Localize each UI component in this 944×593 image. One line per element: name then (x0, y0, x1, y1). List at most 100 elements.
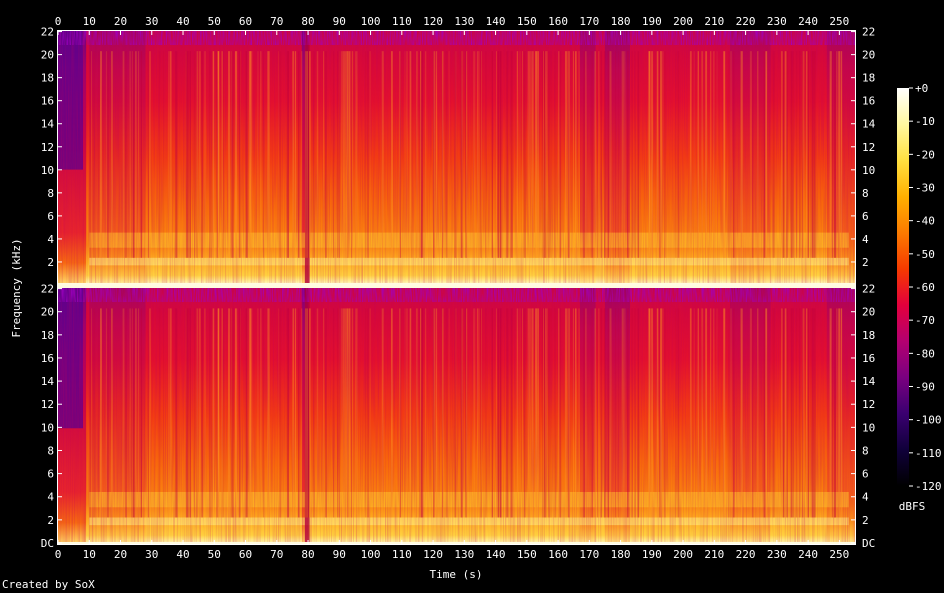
x-tick-label-top: 130 (454, 15, 474, 28)
colorbar: +0 -10 -20 -30 -40 -50 -60 -70 -80 -90 -100 -110 -12… (897, 82, 942, 513)
y-tick-label-right: 16 (862, 352, 875, 365)
y-tick-label-right: 8 (862, 444, 869, 457)
y-tick-label-left: 14 (41, 118, 55, 131)
x-tick-label-top: 50 (208, 15, 221, 28)
y-tick-label-right: 12 (862, 398, 875, 411)
x-tick-label-top: 160 (548, 15, 568, 28)
x-tick-label-top: 200 (673, 15, 693, 28)
y-tick-label-right: 2 (862, 256, 869, 269)
y-tick-label-right: 22 (862, 26, 875, 39)
plot-frame (57, 30, 856, 545)
colorbar-tick-label: -20 (915, 148, 935, 161)
x-tick-label-bottom: 80 (301, 548, 314, 561)
y-tick-label-right: DC (862, 537, 875, 550)
y-tick-label-left: DC (41, 537, 54, 550)
x-tick-label-top: 170 (579, 15, 599, 28)
x-tick-label-bottom: 70 (270, 548, 283, 561)
x-tick-label-top: 10 (83, 15, 96, 28)
x-tick-label-top: 190 (642, 15, 662, 28)
channel-separator-dc-band (58, 283, 855, 288)
x-tick-label-top: 80 (301, 15, 314, 28)
y-tick-label-right: 12 (862, 141, 875, 154)
x-tick-label-top: 70 (270, 15, 283, 28)
x-tick-label-top: 110 (392, 15, 412, 28)
x-tick-label-top: 0 (55, 15, 62, 28)
y-tick-label-right: 16 (862, 95, 875, 108)
y-tick-label-right: 6 (862, 468, 869, 481)
x-tick-label-bottom: 170 (579, 548, 599, 561)
x-tick-label-bottom: 110 (392, 548, 412, 561)
x-tick-label-bottom: 50 (208, 548, 221, 561)
y-tick-label-right: 6 (862, 210, 869, 223)
y-tick-label-right: 10 (862, 421, 875, 434)
x-tick-label-top: 140 (486, 15, 506, 28)
x-tick-label-top: 220 (736, 15, 756, 28)
y-tick-label-left: 16 (41, 352, 54, 365)
y-tick-label-left: 12 (41, 141, 54, 154)
x-tick-label-top: 230 (767, 15, 787, 28)
y-tick-label-right: 22 (862, 283, 875, 296)
colorbar-tick-label: -70 (915, 314, 935, 327)
credit-text: Created by SoX (2, 578, 95, 591)
colorbar-tick-label: -40 (915, 215, 935, 228)
y-tick-label-left: 6 (47, 210, 54, 223)
y-tick-label-left: 16 (41, 95, 54, 108)
x-tick-label-top: 30 (145, 15, 158, 28)
colorbar-tick-label: -80 (915, 347, 935, 360)
y-tick-label-right: 14 (862, 375, 876, 388)
x-tick-label-bottom: 20 (114, 548, 127, 561)
colorbar-tick-label: -100 (915, 414, 942, 427)
x-tick-label-bottom: 0 (55, 548, 62, 561)
y-tick-label-left: 6 (47, 468, 54, 481)
x-tick-label-top: 90 (333, 15, 346, 28)
x-tick-label-bottom: 220 (736, 548, 756, 561)
dc-band-bottom (58, 542, 855, 544)
spectrogram-channel-1 (58, 31, 855, 283)
x-tick-label-top: 210 (704, 15, 724, 28)
x-tick-label-bottom: 230 (767, 548, 787, 561)
x-tick-label-bottom: 200 (673, 548, 693, 561)
x-tick-label-bottom: 180 (611, 548, 631, 561)
x-tick-label-top: 20 (114, 15, 127, 28)
x-tick-label-bottom: 100 (361, 548, 381, 561)
x-tick-label-bottom: 160 (548, 548, 568, 561)
x-tick-label-bottom: 210 (704, 548, 724, 561)
y-tick-label-right: 20 (862, 306, 875, 319)
y-tick-label-right: 8 (862, 187, 869, 200)
x-tick-label-bottom: 250 (829, 548, 849, 561)
x-tick-label-top: 240 (798, 15, 818, 28)
y-tick-label-left: 18 (41, 329, 54, 342)
x-tick-label-bottom: 150 (517, 548, 537, 561)
colorbar-tick-label: -120 (915, 480, 942, 493)
colorbar-tick-label: -30 (915, 182, 935, 195)
x-tick-label-bottom: 40 (176, 548, 189, 561)
colorbar-tick-label: +0 (915, 82, 928, 95)
y-tick-label-left: 8 (47, 444, 54, 457)
y-tick-label-right: 18 (862, 72, 875, 85)
x-axis-bottom: 0 10 20 30 40 50 60 70 80 90 100 110 120 130 140 150 160… (55, 540, 849, 561)
colorbar-label: dBFS (899, 500, 926, 513)
x-tick-label-bottom: 130 (454, 548, 474, 561)
y-tick-label-right: 20 (862, 49, 875, 62)
y-tick-label-left: 2 (47, 256, 54, 269)
y-tick-label-left: 14 (41, 375, 55, 388)
y-tick-label-left: 4 (47, 491, 54, 504)
y-tick-label-right: 4 (862, 491, 869, 504)
y-tick-label-left: 22 (41, 283, 54, 296)
colorbar-tick-label: -10 (915, 115, 935, 128)
colorbar-tick-label: -110 (915, 447, 942, 460)
colorbar-scale (897, 88, 909, 486)
y-tick-label-left: 10 (41, 421, 54, 434)
x-tick-label-top: 120 (423, 15, 443, 28)
spectrogram-channel-2 (58, 288, 855, 543)
y-tick-label-right: 14 (862, 118, 876, 131)
x-tick-label-bottom: 120 (423, 548, 443, 561)
y-tick-label-left: 18 (41, 72, 54, 85)
x-tick-label-bottom: 90 (333, 548, 346, 561)
y-tick-label-left: 8 (47, 187, 54, 200)
y-tick-label-left: 4 (47, 233, 54, 246)
y-tick-label-left: 20 (41, 49, 54, 62)
y-tick-label-left: 2 (47, 514, 54, 527)
